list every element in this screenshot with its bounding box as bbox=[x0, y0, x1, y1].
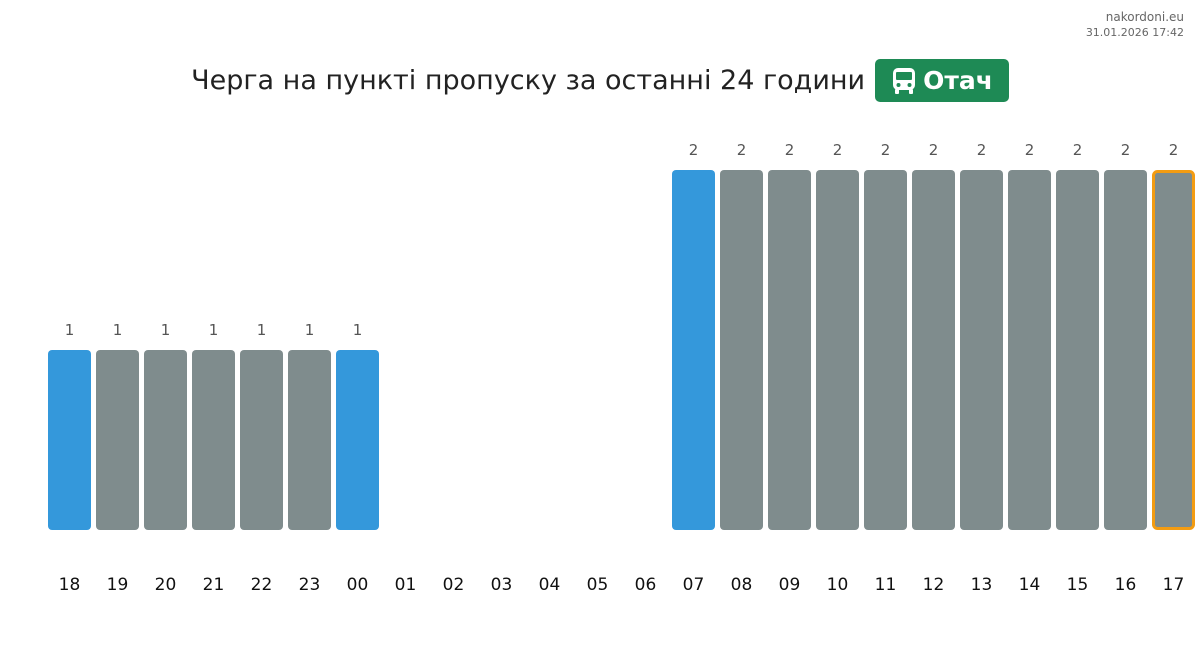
x-tick-label: 11 bbox=[875, 575, 897, 595]
bar bbox=[672, 170, 715, 530]
x-tick-label: 21 bbox=[203, 575, 225, 595]
x-tick-label: 19 bbox=[107, 575, 129, 595]
bar bbox=[1056, 170, 1099, 530]
x-tick-label: 22 bbox=[251, 575, 273, 595]
x-tick-label: 18 bbox=[59, 575, 81, 595]
x-tick-label: 23 bbox=[299, 575, 321, 595]
badge: Отач bbox=[875, 59, 1009, 102]
value-label: 2 bbox=[1169, 141, 1179, 159]
x-tick-label: 00 bbox=[347, 575, 369, 595]
bar bbox=[96, 350, 139, 530]
value-label: 2 bbox=[977, 141, 987, 159]
x-tick-label: 16 bbox=[1115, 575, 1137, 595]
x-tick-label: 12 bbox=[923, 575, 945, 595]
value-label: 1 bbox=[257, 321, 267, 339]
bar bbox=[240, 350, 283, 530]
value-label: 1 bbox=[209, 321, 219, 339]
x-tick-label: 01 bbox=[395, 575, 417, 595]
bar bbox=[336, 350, 379, 530]
bar bbox=[960, 170, 1003, 530]
bar bbox=[864, 170, 907, 530]
value-label: 2 bbox=[1025, 141, 1035, 159]
x-tick-label: 05 bbox=[587, 575, 609, 595]
bar bbox=[288, 350, 331, 530]
bar bbox=[48, 350, 91, 530]
x-tick-label: 08 bbox=[731, 575, 753, 595]
value-label: 1 bbox=[161, 321, 171, 339]
header: Черга на пункті пропуску за останні 24 г… bbox=[0, 59, 1200, 102]
x-tick-label: 13 bbox=[971, 575, 993, 595]
bar bbox=[1104, 170, 1147, 530]
x-tick-label: 14 bbox=[1019, 575, 1041, 595]
x-tick-label: 10 bbox=[827, 575, 849, 595]
value-label: 1 bbox=[113, 321, 123, 339]
bar bbox=[768, 170, 811, 530]
x-tick-label: 04 bbox=[539, 575, 561, 595]
x-tick-label: 02 bbox=[443, 575, 465, 595]
bar bbox=[144, 350, 187, 530]
value-label: 1 bbox=[65, 321, 75, 339]
bar bbox=[1152, 170, 1195, 530]
x-tick-label: 06 bbox=[635, 575, 657, 595]
x-tick-label: 20 bbox=[155, 575, 177, 595]
value-label: 2 bbox=[689, 141, 699, 159]
value-label: 1 bbox=[353, 321, 363, 339]
x-tick-label: 07 bbox=[683, 575, 705, 595]
value-label: 2 bbox=[929, 141, 939, 159]
bar bbox=[192, 350, 235, 530]
x-tick-label: 03 bbox=[491, 575, 513, 595]
value-label: 2 bbox=[1121, 141, 1131, 159]
bar bbox=[912, 170, 955, 530]
bar bbox=[720, 170, 763, 530]
timestamp: 31.01.2026 17:42 bbox=[1085, 26, 1184, 39]
bar bbox=[1008, 170, 1051, 530]
source: nakordoni.eu bbox=[1105, 10, 1184, 24]
x-tick-label: 15 bbox=[1067, 575, 1089, 595]
value-label: 2 bbox=[785, 141, 795, 159]
meta: nakordoni.eu 31.01.2026 17:42 bbox=[1086, 9, 1184, 41]
bar bbox=[816, 170, 859, 530]
value-label: 2 bbox=[833, 141, 843, 159]
x-tick-label: 17 bbox=[1163, 575, 1185, 595]
value-label: 2 bbox=[881, 141, 891, 159]
value-label: 2 bbox=[1073, 141, 1083, 159]
chart-title: Черга на пункті пропуску за останні 24 г… bbox=[191, 65, 866, 96]
value-label: 1 bbox=[305, 321, 315, 339]
bus-icon bbox=[893, 67, 916, 94]
x-tick-label: 09 bbox=[779, 575, 801, 595]
value-label: 2 bbox=[737, 141, 747, 159]
badge-label: Отач bbox=[923, 66, 993, 95]
